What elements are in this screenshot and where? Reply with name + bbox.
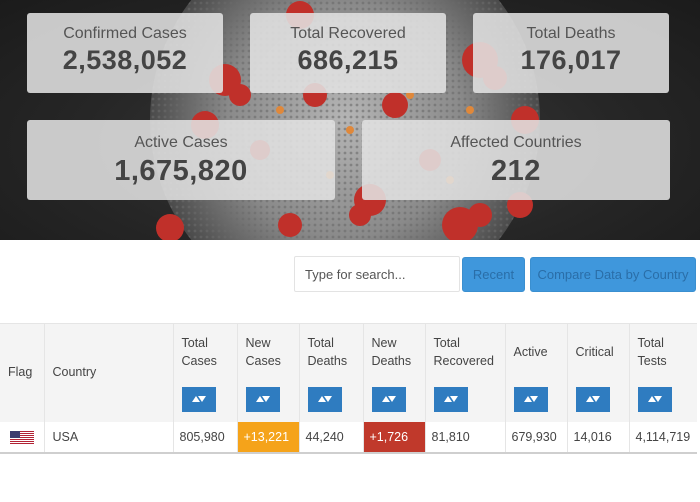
header-critical-label: Critical xyxy=(575,345,614,359)
sort-arrows-icon xyxy=(317,396,332,402)
header-total-tests-label: Total Tests xyxy=(637,336,667,368)
header-total-cases: Total Cases xyxy=(172,323,237,422)
country-stats-table: Flag Country Total Cases New Cases Total De… xyxy=(0,323,697,454)
table-row[interactable]: USA 805,980 +13,221 44,240 +1,726 81,810… xyxy=(0,421,697,454)
recent-button[interactable]: Recent xyxy=(462,257,525,292)
total-deaths-card: Total Deaths 176,017 xyxy=(473,13,669,93)
new-deaths-cell: +1,726 xyxy=(362,421,425,454)
confirmed-cases-value: 2,538,052 xyxy=(62,45,188,75)
total-deaths-label: Total Deaths xyxy=(526,25,616,42)
header-total-recovered: Total Recovered xyxy=(424,323,505,422)
sort-total-tests-button[interactable] xyxy=(637,386,672,412)
total-cases-cell: 805,980 xyxy=(172,421,237,454)
us-flag-icon xyxy=(10,430,34,444)
table-header-row: Flag Country Total Cases New Cases Total De… xyxy=(0,323,697,422)
sort-arrows-icon xyxy=(191,396,206,402)
header-country-label: Country xyxy=(52,365,97,379)
sort-total-deaths-button[interactable] xyxy=(307,386,342,412)
header-total-recovered-label: Total Recovered xyxy=(433,336,494,368)
affected-countries-value: 212 xyxy=(491,155,541,187)
sort-total-recovered-button[interactable] xyxy=(433,386,468,412)
active-cases-value: 1,675,820 xyxy=(114,155,248,187)
total-deaths-cell: 44,240 xyxy=(298,421,363,454)
total-recovered-value: 686,215 xyxy=(297,45,399,75)
header-flag-label: Flag xyxy=(8,365,33,379)
header-active-label: Active xyxy=(513,345,548,359)
header-new-cases-label: New Cases xyxy=(245,336,281,368)
hero-banner: Confirmed Cases 2,538,052 Total Recovere… xyxy=(0,0,700,240)
header-flag: Flag xyxy=(0,323,44,422)
critical-cell: 14,016 xyxy=(566,421,629,454)
header-total-deaths: Total Deaths xyxy=(298,323,363,422)
confirmed-cases-card: Confirmed Cases 2,538,052 xyxy=(27,13,223,93)
country-stats-table-container: Flag Country Total Cases New Cases Total De… xyxy=(0,323,700,454)
confirmed-cases-label: Confirmed Cases xyxy=(63,25,187,42)
total-deaths-value: 176,017 xyxy=(520,45,622,75)
sort-arrows-icon xyxy=(647,396,662,402)
header-country: Country xyxy=(43,323,173,422)
total-recovered-cell: 81,810 xyxy=(424,421,505,454)
header-new-deaths: New Deaths xyxy=(362,323,425,422)
sort-arrows-icon xyxy=(381,396,396,402)
header-total-tests: Total Tests xyxy=(628,323,697,422)
header-new-cases: New Cases xyxy=(236,323,299,422)
header-total-deaths-label: Total Deaths xyxy=(307,336,348,368)
total-recovered-card: Total Recovered 686,215 xyxy=(250,13,446,93)
header-critical: Critical xyxy=(566,323,629,422)
sort-active-button[interactable] xyxy=(513,386,548,412)
sort-critical-button[interactable] xyxy=(575,386,610,412)
flag-cell xyxy=(0,421,44,454)
header-total-cases-label: Total Cases xyxy=(181,336,217,368)
total-tests-cell: 4,114,719 xyxy=(628,421,697,454)
sort-arrows-icon xyxy=(585,396,600,402)
country-cell: USA xyxy=(43,421,173,454)
active-cases-card: Active Cases 1,675,820 xyxy=(27,120,335,200)
active-cases-label: Active Cases xyxy=(134,134,228,151)
affected-countries-card: Affected Countries 212 xyxy=(362,120,670,200)
search-input[interactable] xyxy=(294,256,460,292)
compare-by-country-button[interactable]: Compare Data by Country xyxy=(530,257,696,292)
sort-total-cases-button[interactable] xyxy=(181,386,216,412)
new-cases-cell: +13,221 xyxy=(236,421,299,454)
active-cell: 679,930 xyxy=(504,421,567,454)
total-recovered-label: Total Recovered xyxy=(290,25,406,42)
header-active: Active xyxy=(504,323,567,422)
sort-arrows-icon xyxy=(255,396,270,402)
affected-countries-label: Affected Countries xyxy=(450,134,582,151)
header-new-deaths-label: New Deaths xyxy=(371,336,412,368)
sort-arrows-icon xyxy=(523,396,538,402)
sort-new-cases-button[interactable] xyxy=(245,386,280,412)
sort-arrows-icon xyxy=(443,396,458,402)
sort-new-deaths-button[interactable] xyxy=(371,386,406,412)
